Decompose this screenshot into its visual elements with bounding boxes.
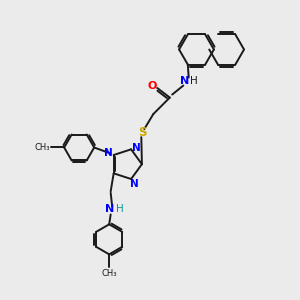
Text: N: N xyxy=(130,179,139,189)
Text: N: N xyxy=(105,204,114,214)
Text: CH₃: CH₃ xyxy=(34,143,50,152)
Text: N: N xyxy=(104,148,113,158)
Text: H: H xyxy=(116,204,124,214)
Text: CH₃: CH₃ xyxy=(101,269,117,278)
Text: H: H xyxy=(190,76,198,86)
Text: S: S xyxy=(139,126,147,139)
Text: N: N xyxy=(132,143,141,153)
Text: N: N xyxy=(180,76,189,86)
Text: O: O xyxy=(147,81,157,91)
